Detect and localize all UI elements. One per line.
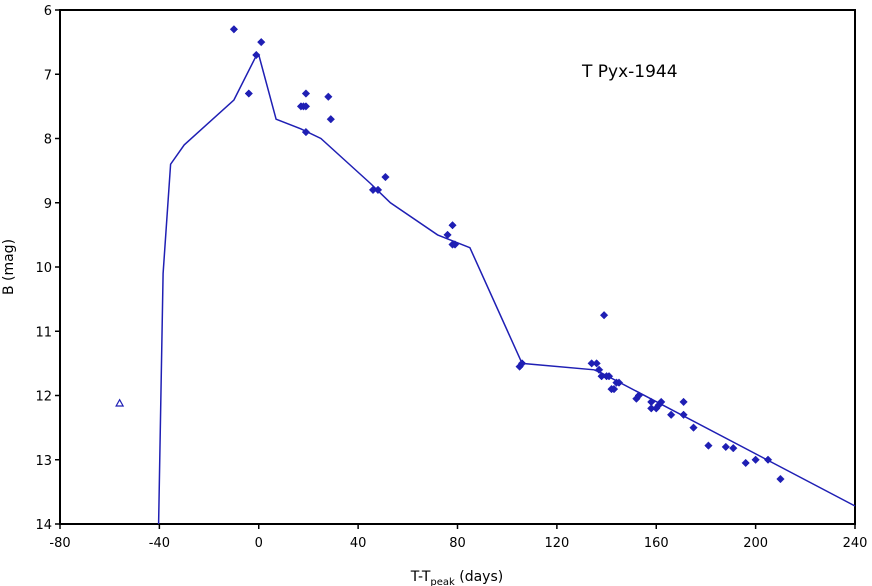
y-tick-label: 6 xyxy=(44,4,52,19)
y-tick-label: 10 xyxy=(35,261,52,276)
data-point xyxy=(604,372,614,381)
x-axis-label-main: T-T xyxy=(410,569,431,585)
data-point xyxy=(517,359,527,368)
y-axis-label: B (mag) xyxy=(1,239,17,295)
data-point xyxy=(634,391,644,400)
data-point xyxy=(229,25,239,34)
data-point xyxy=(667,410,676,419)
x-tick-label: 40 xyxy=(350,536,367,551)
data-point xyxy=(721,442,730,452)
data-point xyxy=(679,397,688,407)
data-point xyxy=(704,441,713,450)
data-point xyxy=(257,37,266,47)
data-point xyxy=(741,458,750,468)
x-tick-label: 200 xyxy=(743,536,768,551)
data-point xyxy=(657,397,666,407)
data-point xyxy=(326,115,335,124)
data-point xyxy=(301,127,311,137)
data-point xyxy=(252,50,261,60)
data-point xyxy=(592,359,601,368)
y-tick-label: 14 xyxy=(35,518,52,533)
data-point xyxy=(609,384,619,394)
upper-limit-point xyxy=(115,398,125,407)
data-point xyxy=(324,92,333,101)
x-axis-label: T-Tpeak (days) xyxy=(410,569,503,586)
y-tick-label: 9 xyxy=(44,197,52,212)
data-point xyxy=(594,365,604,374)
y-axis-ticks: 6 7 8 9 10 11 12 13 14 xyxy=(35,4,60,533)
data-point xyxy=(679,410,688,419)
y-tick-label: 13 xyxy=(35,454,52,469)
data-markers xyxy=(115,25,785,484)
data-point xyxy=(373,185,383,195)
x-tick-label: -80 xyxy=(49,536,70,551)
data-point xyxy=(301,89,311,98)
x-axis-label-subscript: peak xyxy=(430,577,455,586)
y-tick-label: 8 xyxy=(44,133,52,148)
data-point xyxy=(763,455,773,464)
data-point xyxy=(751,455,760,464)
data-point xyxy=(448,221,457,230)
data-point xyxy=(443,230,452,240)
y-tick-label: 7 xyxy=(44,68,52,83)
plot-frame xyxy=(59,9,856,525)
x-tick-label: 80 xyxy=(449,536,466,551)
x-tick-label: -40 xyxy=(149,536,170,551)
data-point xyxy=(381,172,390,182)
x-tick-label: 240 xyxy=(843,536,868,551)
x-tick-label: 160 xyxy=(644,536,669,551)
data-point xyxy=(776,474,785,484)
data-point xyxy=(599,311,609,320)
y-tick-label: 12 xyxy=(35,390,52,405)
data-point xyxy=(301,102,311,111)
x-tick-label: 0 xyxy=(255,536,263,551)
y-tick-label: 11 xyxy=(35,325,52,340)
data-point xyxy=(450,240,460,249)
x-axis-ticks: -80 -40 0 40 80 120 160 200 240 xyxy=(49,524,867,551)
data-point xyxy=(244,89,253,98)
data-point xyxy=(614,378,624,387)
x-tick-label: 120 xyxy=(544,536,569,551)
chart-title: T Pyx-1944 xyxy=(581,62,678,82)
data-point xyxy=(729,444,738,453)
x-axis-label-units: (days) xyxy=(455,569,503,585)
data-point xyxy=(689,423,698,432)
